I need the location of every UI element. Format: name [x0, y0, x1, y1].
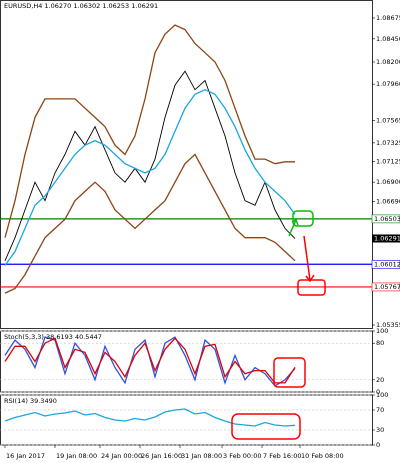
level-label: 1.06503: [374, 215, 400, 223]
x-tick-label: 24 Jan 00:00: [101, 452, 142, 460]
y-tick-label: 1.07960: [376, 80, 400, 88]
panel-title: Stoch(5,3,3) 38.6193 40.5447: [4, 333, 102, 341]
y-tick-label: 100: [376, 327, 388, 335]
y-tick-label: 80: [376, 339, 384, 347]
last-price-tag: [372, 234, 400, 243]
y-tick-label: 1.08675: [376, 14, 400, 22]
level-tag: [371, 282, 400, 292]
panel-frames: [0, 0, 373, 446]
series-line: [4, 337, 296, 384]
level-tag: [371, 259, 400, 269]
y-tick-label: 30: [376, 426, 384, 434]
y-tick-label: 0: [376, 441, 380, 449]
last-price: 1.06291: [374, 234, 400, 242]
level-label: 1.06012: [374, 260, 400, 268]
level-tag: [371, 214, 400, 224]
x-tick-label: 19 Jan 08:00: [56, 452, 97, 460]
series-line: [4, 153, 296, 294]
x-tick-label: 10 Feb 08:00: [301, 452, 344, 460]
x-tick-label: 26 Jan 16:00: [141, 452, 182, 460]
y-tick-label: 1.07325: [376, 139, 400, 147]
y-tick-label: 1.08450: [376, 35, 400, 43]
x-tick-label: 16 Jan 2017: [6, 452, 45, 460]
y-tick-label: 20: [376, 376, 384, 384]
y-tick-label: 1.06690: [376, 198, 400, 206]
series-line: [4, 24, 295, 238]
panel-title: RSI(14) 39.3490: [4, 397, 57, 405]
level-label: 1.05767: [374, 283, 400, 291]
annotations: [231, 210, 326, 440]
x-tick-label: 31 Jan 08:00: [181, 452, 222, 460]
y-tick-label: 1.06900: [376, 178, 400, 186]
y-tick-label: 70: [376, 406, 384, 414]
y-tick-label: 100: [376, 391, 388, 399]
y-tick-label: 0: [376, 388, 380, 396]
y-tick-label: 1.07125: [376, 157, 400, 165]
y-tick-label: 1.08200: [376, 58, 400, 66]
series-line: [4, 88, 296, 266]
panel-title: EURUSD,H4 1.06270 1.06302 1.06253 1.0629…: [4, 2, 158, 10]
y-tick-label: 1.07565: [376, 117, 400, 125]
y-tick-label: 1.05355: [376, 321, 400, 329]
x-tick-label: 3 Feb 00:00: [223, 452, 262, 460]
series-line: [4, 408, 296, 427]
x-tick-label: 7 Feb 16:00: [263, 452, 302, 460]
